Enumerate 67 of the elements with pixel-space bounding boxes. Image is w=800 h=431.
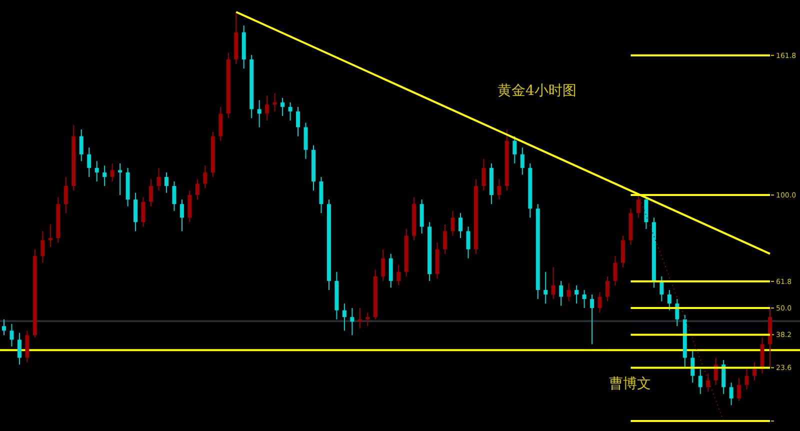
candlestick bbox=[64, 176, 68, 214]
candlestick bbox=[482, 158, 486, 192]
candlestick bbox=[118, 162, 122, 196]
candlestick bbox=[497, 178, 502, 200]
candlestick bbox=[737, 378, 742, 402]
candlestick bbox=[134, 192, 138, 232]
candlestick bbox=[164, 172, 168, 194]
candlestick bbox=[458, 212, 463, 238]
candlestick bbox=[304, 122, 308, 160]
candlestick bbox=[188, 190, 192, 223]
candlestick bbox=[156, 167, 161, 192]
candlestick bbox=[590, 294, 594, 345]
candlestick bbox=[319, 176, 324, 214]
candlestick bbox=[582, 289, 586, 309]
candlestick bbox=[698, 368, 702, 394]
candlestick bbox=[110, 162, 114, 182]
candlestick bbox=[722, 360, 726, 394]
candlestick bbox=[644, 196, 648, 230]
candlestick bbox=[606, 276, 610, 302]
candlestick bbox=[342, 303, 346, 332]
candlestick bbox=[2, 318, 6, 336]
candlestick bbox=[613, 256, 618, 286]
candlestick bbox=[366, 312, 370, 327]
candlestick bbox=[40, 230, 45, 264]
candlestick bbox=[94, 160, 99, 182]
candlestick bbox=[141, 196, 146, 228]
annotation: 曹博文 bbox=[609, 376, 651, 392]
candlestick bbox=[257, 100, 262, 128]
candlestick bbox=[574, 284, 579, 304]
candlestick bbox=[544, 271, 548, 304]
candlestick bbox=[443, 224, 448, 254]
candlestick bbox=[17, 332, 22, 366]
candlestick bbox=[87, 147, 92, 178]
candlestick bbox=[25, 330, 30, 363]
candlestick bbox=[350, 308, 354, 336]
candlestick bbox=[450, 210, 455, 236]
candlestick bbox=[598, 292, 602, 314]
candlestick bbox=[744, 368, 749, 390]
candlestick bbox=[79, 129, 84, 162]
candlestick bbox=[149, 178, 154, 207]
candlestick bbox=[265, 95, 270, 121]
candlestick bbox=[420, 199, 424, 234]
text: 黄金4小时图 bbox=[498, 83, 576, 99]
candlestick bbox=[180, 199, 184, 232]
candlestick bbox=[667, 289, 672, 311]
candlestick bbox=[280, 97, 285, 116]
candlestick bbox=[172, 180, 176, 212]
candlestick bbox=[512, 136, 517, 164]
candlestick bbox=[559, 280, 564, 306]
candlestick bbox=[396, 264, 401, 286]
candlestick bbox=[218, 106, 223, 142]
candlestick bbox=[752, 362, 757, 381]
candlestick bbox=[551, 266, 556, 300]
candlestick bbox=[381, 248, 386, 282]
candlestick bbox=[388, 253, 393, 288]
candlestick bbox=[620, 235, 625, 268]
candlestick bbox=[706, 373, 710, 392]
candlestick bbox=[566, 282, 571, 302]
candlestick bbox=[195, 178, 200, 200]
candlestick bbox=[203, 165, 208, 189]
candlestick bbox=[520, 147, 524, 176]
candlestick bbox=[288, 102, 292, 121]
candlestick bbox=[466, 226, 470, 259]
candlestick bbox=[10, 323, 14, 347]
candlestick bbox=[729, 382, 734, 406]
candlestick bbox=[296, 106, 300, 137]
candlestick bbox=[102, 165, 107, 187]
